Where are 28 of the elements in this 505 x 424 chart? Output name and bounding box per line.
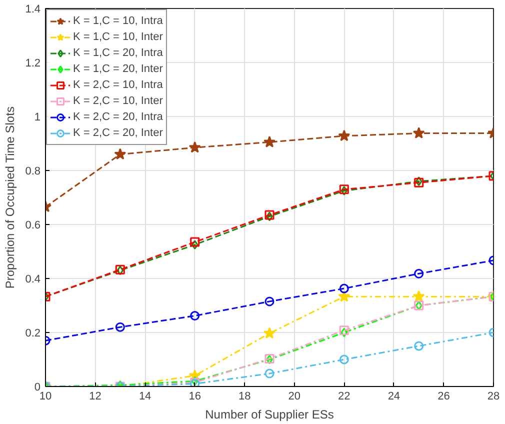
x-tick-label: 22 (338, 390, 350, 402)
y-tick-label: 1.4 (25, 4, 41, 16)
y-tick-label: 0.6 (25, 220, 41, 232)
x-tick-label: 26 (438, 390, 450, 402)
legend-label: K = 2,C = 10, Inter (73, 94, 163, 109)
y-tick-label: 0.4 (25, 274, 41, 286)
x-tick-label: 12 (89, 390, 102, 402)
x-axis-title: Number of Supplier ESs (205, 408, 334, 422)
y-tick-label: 1 (34, 112, 41, 124)
y-tick-label: 0 (34, 382, 41, 394)
y-tick-label: 0.2 (25, 328, 41, 340)
x-tick-label: 28 (487, 390, 500, 402)
y-axis-title: Proportion of Occupied Time Slots (3, 106, 18, 289)
x-tick-label: 10 (39, 390, 52, 402)
y-tick-label: 1.2 (25, 58, 41, 70)
legend-label: K = 1,C = 20, Intra (73, 46, 163, 61)
legend-label: K = 1,C = 10, Inter (73, 30, 163, 45)
legend-label: K = 1,C = 20, Inter (73, 62, 163, 77)
legend-label: K = 1,C = 10, Intra (73, 14, 163, 29)
y-tick-label: 0.8 (25, 166, 41, 178)
legend-label: K = 2,C = 20, Inter (73, 126, 163, 141)
x-tick-label: 16 (188, 390, 201, 402)
legend-label: K = 2,C = 20, Intra (73, 110, 163, 125)
x-tick-label: 18 (238, 390, 251, 402)
legend-label: K = 2,C = 10, Intra (73, 78, 163, 93)
x-tick-label: 24 (388, 390, 400, 402)
x-tick-label: 14 (138, 390, 152, 402)
x-tick-label: 20 (288, 390, 301, 402)
